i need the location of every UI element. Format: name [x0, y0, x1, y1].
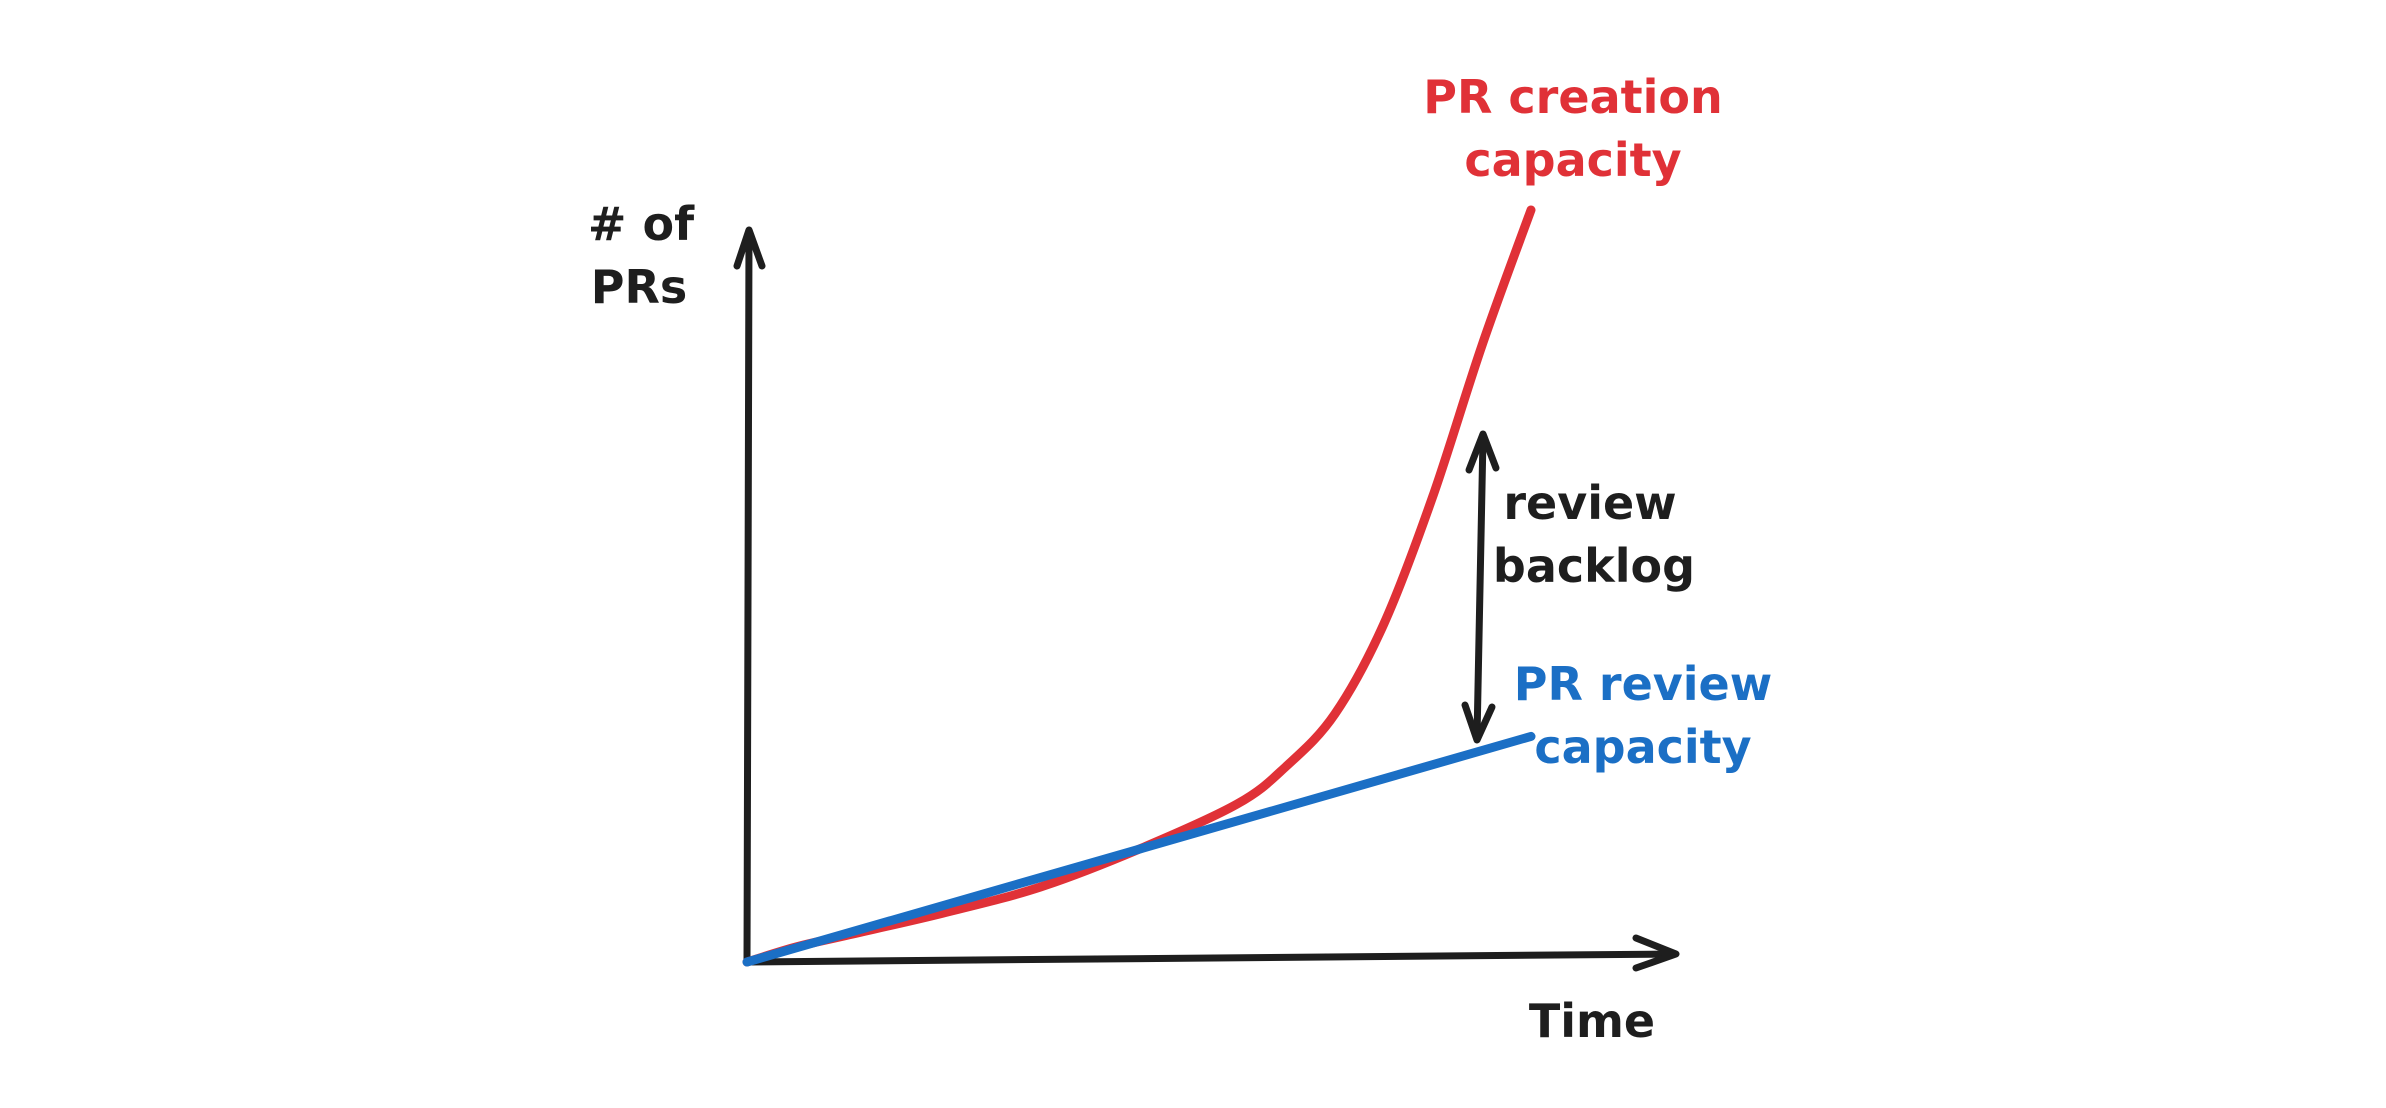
backlog-arrow — [1461, 430, 1500, 744]
x-axis-arrowhead — [1632, 934, 1680, 972]
backlog-arrowhead-bottom — [1461, 701, 1496, 744]
y-axis — [743, 228, 753, 966]
axes — [733, 226, 1680, 972]
series-label-pr-creation-line-1: PR creation — [1423, 70, 1722, 124]
annotation-line-1: review — [1503, 476, 1676, 530]
series-line-pr-review — [742, 731, 1536, 967]
y-axis-label-line-1: # of — [588, 197, 695, 251]
x-axis — [743, 950, 1678, 966]
series-label-pr-review-line-2: capacity — [1534, 720, 1751, 774]
y-axis-arrowhead — [733, 226, 766, 270]
series-label-pr-review-line-1: PR review — [1514, 657, 1772, 711]
annotation-line-2: backlog — [1493, 539, 1695, 593]
backlog-arrow-shaft — [1473, 433, 1487, 742]
x-axis-label: Time — [1529, 994, 1655, 1048]
y-axis-label-line-2: PRs — [591, 260, 688, 314]
y-axis-label: # of PRs — [588, 197, 695, 314]
annotation-review-backlog: review backlog — [1493, 476, 1695, 593]
series-label-pr-creation: PR creation capacity — [1423, 70, 1722, 187]
series-label-pr-review: PR review capacity — [1514, 657, 1772, 774]
series-label-pr-creation-line-2: capacity — [1464, 133, 1681, 187]
backlog-arrowhead-top — [1465, 430, 1500, 474]
